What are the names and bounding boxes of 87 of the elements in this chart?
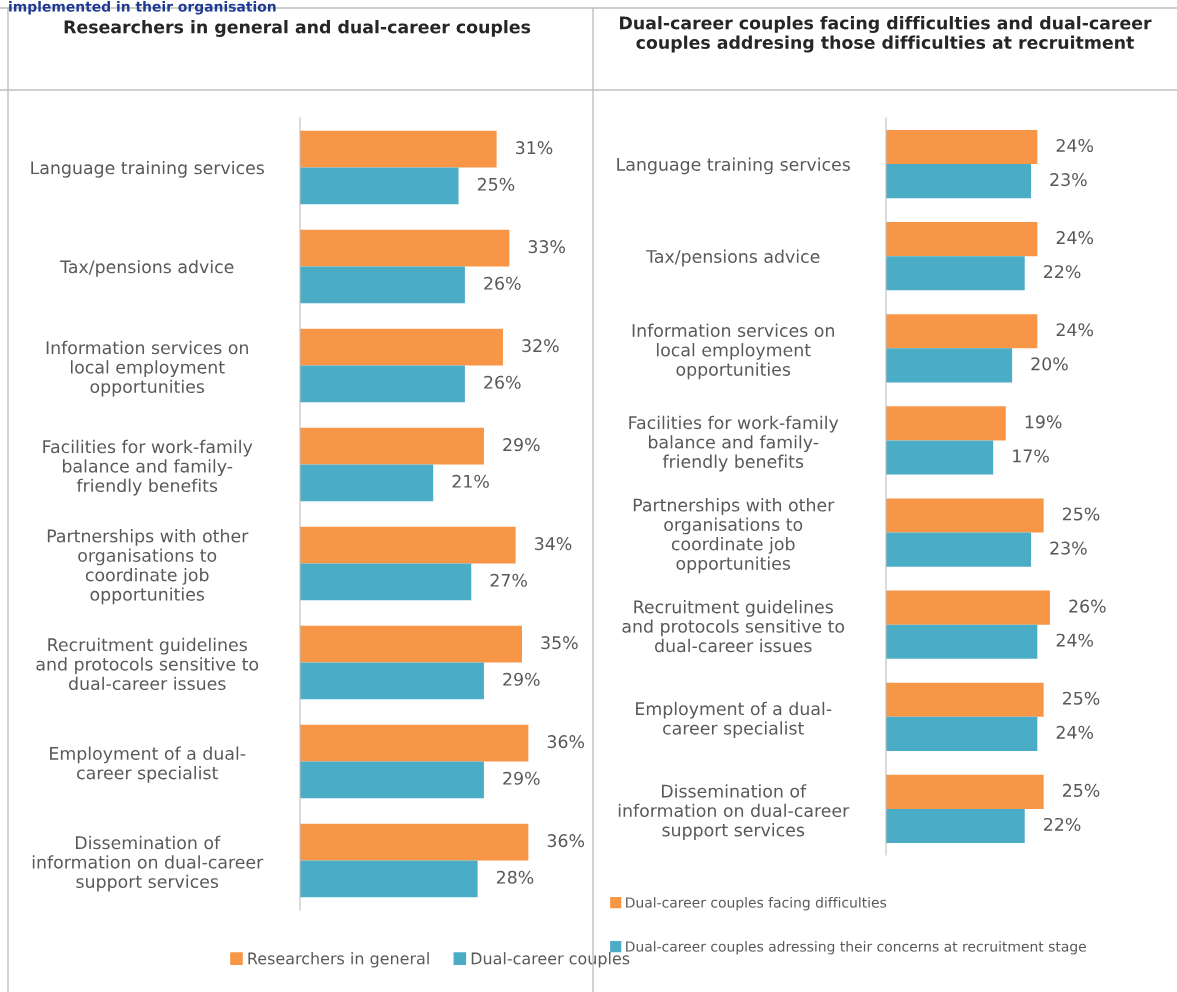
bar: [300, 526, 516, 564]
y-tick-label: Tax/pensions advice: [60, 259, 234, 277]
bar: [886, 440, 994, 475]
bar: [300, 328, 503, 366]
data-label: 25%: [477, 177, 515, 191]
y-tick-label: Recruitment guidelines and protocols sensitive to dual-career issues: [36, 637, 259, 691]
y-tick-label: Facilities for work-family balance and family- friendly benefits: [629, 415, 839, 472]
data-label: 34%: [535, 537, 572, 551]
data-label: 22%: [1044, 817, 1081, 832]
data-label: 29%: [503, 672, 540, 686]
y-tick-label: Tax/pensions advice: [646, 249, 820, 267]
bar: [300, 427, 484, 465]
bar: [300, 365, 465, 403]
y-tick-label: Partnerships with other organisations to coordinate job opportunities: [633, 498, 835, 574]
data-label: 22%: [1044, 265, 1081, 279]
bar: [300, 266, 465, 304]
bar: [886, 256, 1025, 291]
data-label: 26%: [484, 276, 521, 290]
bar: [886, 774, 1044, 809]
bar: [300, 823, 529, 861]
bar: [886, 624, 1038, 659]
data-label: 24%: [1056, 323, 1094, 337]
data-label: 29%: [503, 438, 540, 452]
bar: [300, 860, 478, 898]
bar: [300, 662, 484, 700]
y-tick-label: Employment of a dual- career specialist: [50, 746, 246, 783]
legend-label: Dual-career couples facing difficulties: [626, 896, 887, 911]
data-label: 29%: [503, 771, 540, 785]
data-label: 17%: [1013, 449, 1049, 463]
data-label: 35%: [541, 636, 578, 650]
bar: [886, 716, 1038, 751]
bar: [886, 590, 1050, 625]
bar: [886, 129, 1038, 165]
data-label: 31%: [516, 141, 553, 155]
data-label: 20%: [1031, 357, 1068, 371]
chart-title: Dual-career couples facing difficulties and dual-career couples addresing those difficulties at recruitment: [620, 16, 1152, 53]
legend-label: Dual-career couples: [471, 952, 630, 968]
bar: [886, 498, 1044, 533]
data-label: 19%: [1025, 415, 1062, 429]
y-tick-label: Information services on local employment opportunities: [632, 323, 834, 380]
bar: [886, 222, 1038, 257]
data-label: 24%: [1056, 633, 1094, 647]
y-tick-label: Facilities for work-family balance and family- friendly benefits: [43, 439, 253, 496]
bar: [300, 167, 459, 205]
data-label: 26%: [484, 375, 521, 389]
legend-label: Dual-career couples adressing their concerns at recruitment stage: [626, 940, 1086, 955]
y-tick-label: Recruitment guidelines and protocols sensitive to dual-career issues: [622, 599, 845, 653]
data-label: 23%: [1050, 173, 1087, 187]
bar: [300, 563, 472, 601]
y-tick-label: Employment of a dual- career specialist: [636, 701, 832, 739]
data-label: 36%: [547, 735, 585, 749]
y-tick-label: Dissemination of information on dual-career support services: [618, 784, 850, 840]
data-label: 26%: [1069, 599, 1106, 613]
data-label: 36%: [547, 834, 585, 848]
chart-title: Researchers in general and dual-career couples: [64, 20, 531, 37]
data-label: 23%: [1050, 541, 1087, 555]
bar: [300, 724, 529, 762]
data-label: 24%: [1056, 138, 1094, 153]
y-tick-label: Dissemination of information on dual-career support services: [32, 835, 264, 892]
text: implemented in their organisation: [9, 1, 276, 15]
data-label: 24%: [1056, 725, 1094, 739]
y-tick-label: Information services on local employment opportunities: [46, 340, 248, 397]
data-label: 24%: [1056, 231, 1094, 245]
y-tick-label: Language training services: [31, 160, 264, 178]
data-label: 28%: [496, 870, 534, 884]
bar: [886, 406, 1006, 441]
bar: [300, 464, 434, 502]
data-label: 32%: [522, 339, 559, 353]
legend-label: Researchers in general: [248, 952, 429, 968]
bar: [886, 314, 1038, 349]
data-label: 33%: [528, 240, 565, 254]
data-label: 21%: [452, 474, 489, 488]
data-label: 25%: [1062, 783, 1100, 797]
bar: [300, 130, 497, 168]
bar: [300, 625, 522, 663]
data-label: 25%: [1062, 507, 1100, 521]
bar: [886, 348, 1013, 383]
bar: [300, 229, 510, 267]
data-label: 25%: [1062, 691, 1100, 705]
data-label: 27%: [490, 573, 527, 587]
bar: [886, 682, 1044, 717]
bar: [886, 164, 1032, 199]
y-tick-label: Partnerships with other organisations to coordinate job opportunities: [47, 529, 249, 605]
bar: [886, 532, 1032, 567]
bar: [886, 808, 1025, 844]
y-tick-label: Language training services: [617, 157, 850, 175]
bar: [300, 761, 484, 799]
